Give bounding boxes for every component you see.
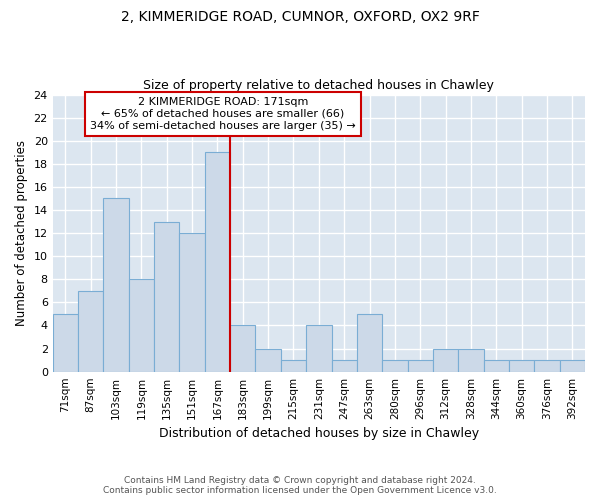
Bar: [205, 152, 230, 372]
Bar: [306, 326, 332, 372]
Bar: [256, 348, 281, 372]
Bar: [281, 360, 306, 372]
Bar: [407, 360, 433, 372]
Text: 2, KIMMERIDGE ROAD, CUMNOR, OXFORD, OX2 9RF: 2, KIMMERIDGE ROAD, CUMNOR, OXFORD, OX2 …: [121, 10, 479, 24]
Bar: [129, 280, 154, 372]
Text: Contains HM Land Registry data © Crown copyright and database right 2024.
Contai: Contains HM Land Registry data © Crown c…: [103, 476, 497, 495]
Bar: [535, 360, 560, 372]
Bar: [230, 326, 256, 372]
Bar: [78, 291, 103, 372]
Bar: [179, 233, 205, 372]
Title: Size of property relative to detached houses in Chawley: Size of property relative to detached ho…: [143, 79, 494, 92]
Bar: [53, 314, 78, 372]
Bar: [509, 360, 535, 372]
Bar: [458, 348, 484, 372]
Bar: [382, 360, 407, 372]
Text: 2 KIMMERIDGE ROAD: 171sqm
← 65% of detached houses are smaller (66)
34% of semi-: 2 KIMMERIDGE ROAD: 171sqm ← 65% of detac…: [90, 98, 356, 130]
Bar: [357, 314, 382, 372]
Y-axis label: Number of detached properties: Number of detached properties: [15, 140, 28, 326]
Bar: [560, 360, 585, 372]
Bar: [103, 198, 129, 372]
X-axis label: Distribution of detached houses by size in Chawley: Distribution of detached houses by size …: [159, 427, 479, 440]
Bar: [332, 360, 357, 372]
Bar: [484, 360, 509, 372]
Bar: [154, 222, 179, 372]
Bar: [433, 348, 458, 372]
